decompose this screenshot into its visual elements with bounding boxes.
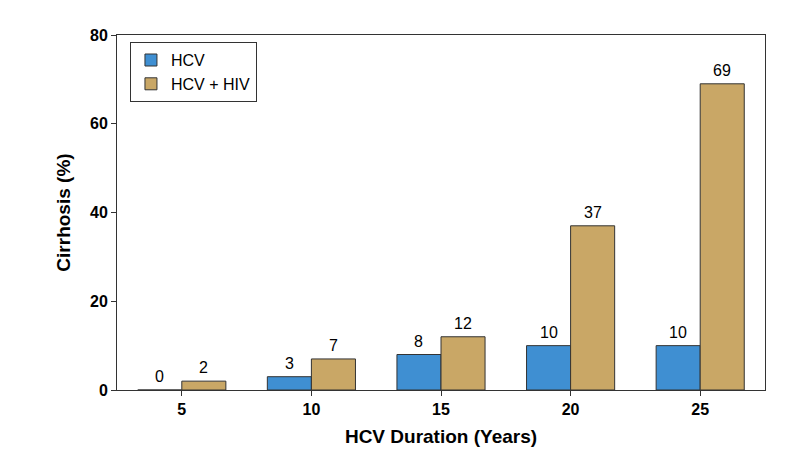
svg-text:25: 25 bbox=[691, 401, 709, 418]
svg-text:69: 69 bbox=[713, 62, 731, 79]
svg-text:12: 12 bbox=[454, 315, 472, 332]
svg-text:20: 20 bbox=[90, 293, 108, 310]
svg-text:3: 3 bbox=[285, 355, 294, 372]
svg-text:10: 10 bbox=[303, 401, 321, 418]
svg-text:40: 40 bbox=[90, 204, 108, 221]
svg-text:10: 10 bbox=[540, 324, 558, 341]
svg-text:HCV + HIV: HCV + HIV bbox=[171, 76, 250, 93]
svg-text:10: 10 bbox=[669, 324, 687, 341]
svg-text:7: 7 bbox=[329, 337, 338, 354]
svg-text:Cirrhosis (%): Cirrhosis (%) bbox=[53, 153, 74, 271]
svg-text:8: 8 bbox=[414, 333, 423, 350]
svg-text:80: 80 bbox=[90, 27, 108, 44]
svg-text:5: 5 bbox=[177, 401, 186, 418]
svg-text:15: 15 bbox=[432, 401, 450, 418]
svg-text:20: 20 bbox=[562, 401, 580, 418]
svg-text:HCV Duration (Years): HCV Duration (Years) bbox=[345, 426, 537, 447]
svg-text:HCV: HCV bbox=[171, 52, 205, 69]
svg-text:60: 60 bbox=[90, 115, 108, 132]
svg-text:2: 2 bbox=[199, 359, 208, 376]
svg-text:0: 0 bbox=[99, 382, 108, 399]
svg-text:0: 0 bbox=[155, 368, 164, 385]
svg-text:37: 37 bbox=[584, 204, 602, 221]
